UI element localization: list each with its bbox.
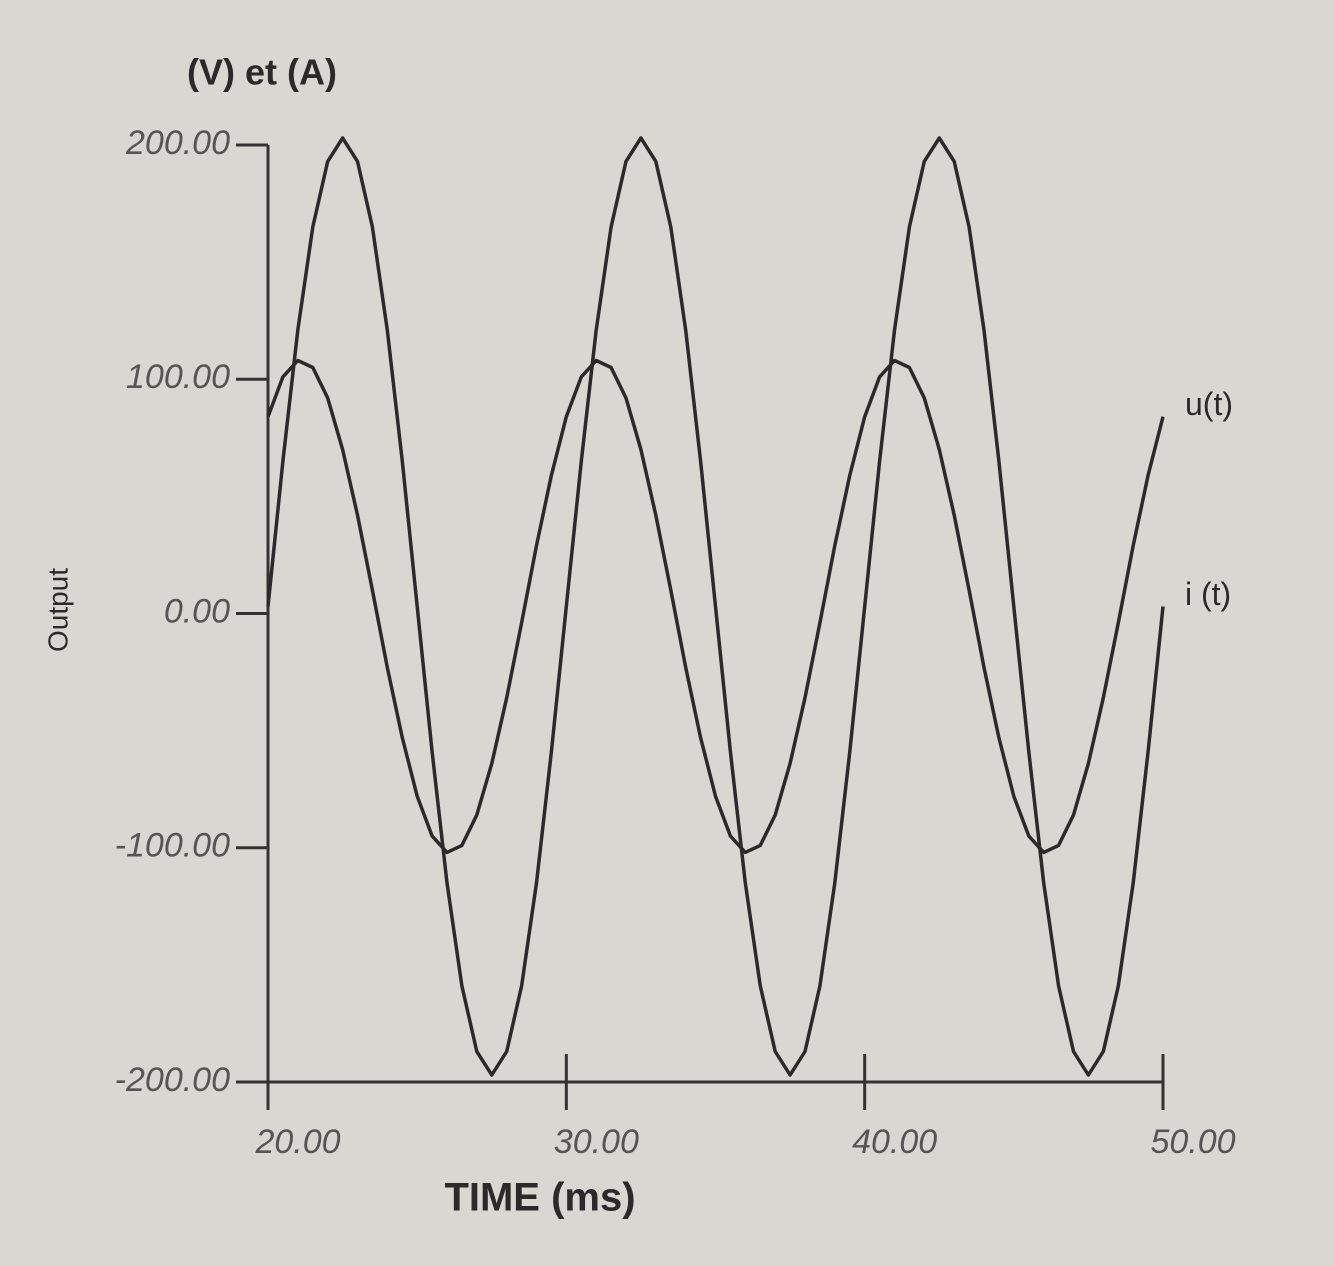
y-tick-label: 0.00: [164, 592, 230, 630]
x-tick-label: 40.00: [852, 1123, 937, 1161]
y-axis-title: (V) et (A): [187, 52, 337, 93]
y-tick-label: -100.00: [115, 827, 230, 865]
y-label: Output: [42, 568, 73, 652]
x-tick-label: 20.00: [254, 1123, 340, 1161]
x-tick-label: 30.00: [554, 1123, 639, 1161]
series-label: u(t): [1185, 386, 1233, 422]
series-label: i (t): [1185, 576, 1231, 612]
y-tick-label: 100.00: [126, 358, 230, 396]
y-tick-label: -200.00: [115, 1061, 230, 1099]
x-label: TIME (ms): [444, 1176, 635, 1220]
y-tick-label: 200.00: [125, 124, 230, 162]
series-line: [266, 358, 1165, 855]
x-tick-label: 50.00: [1150, 1123, 1235, 1161]
series-line: [266, 136, 1165, 1077]
